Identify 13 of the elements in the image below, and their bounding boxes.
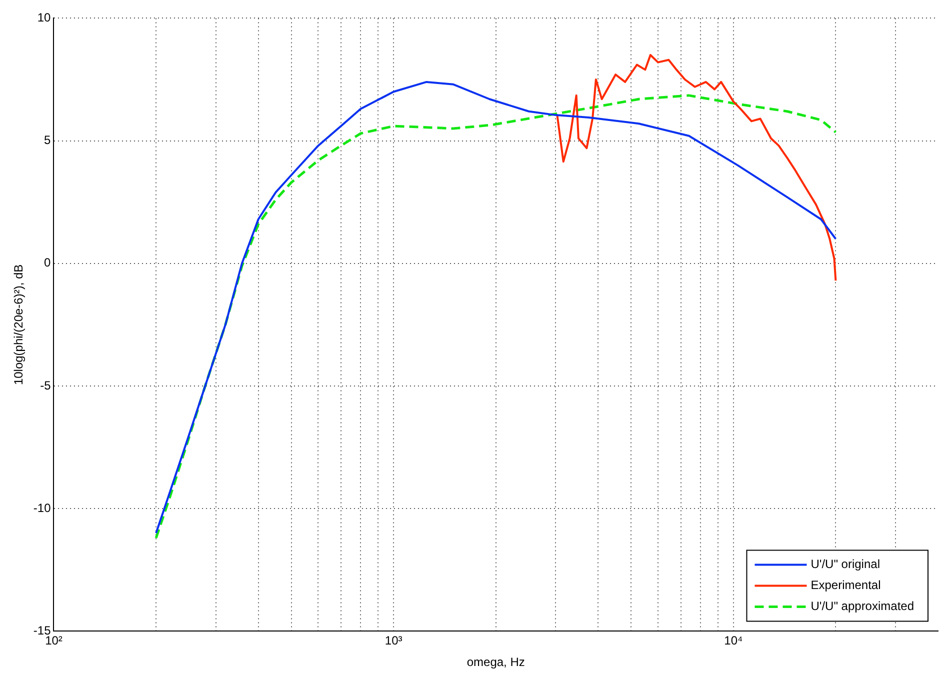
legend-label: U'/U" original <box>810 557 880 572</box>
x-tick-label: 10² <box>45 634 62 648</box>
y-axis-title: 10log(phi/(20e-6)²), dB <box>12 264 26 386</box>
y-tick-label: -5 <box>40 378 52 392</box>
y-tick-label: 0 <box>44 256 52 270</box>
legend-label: Experimental <box>810 578 881 592</box>
y-tick-label: 5 <box>44 133 52 148</box>
x-axis-title: omega, Hz <box>466 655 525 670</box>
legend-label: U'/U" approximated <box>810 599 914 614</box>
x-tick-label: 10⁴ <box>724 634 743 648</box>
x-tick-label: 10³ <box>384 634 402 648</box>
y-tick-label: -10 <box>33 500 52 515</box>
y-tick-label: 10 <box>37 10 52 25</box>
